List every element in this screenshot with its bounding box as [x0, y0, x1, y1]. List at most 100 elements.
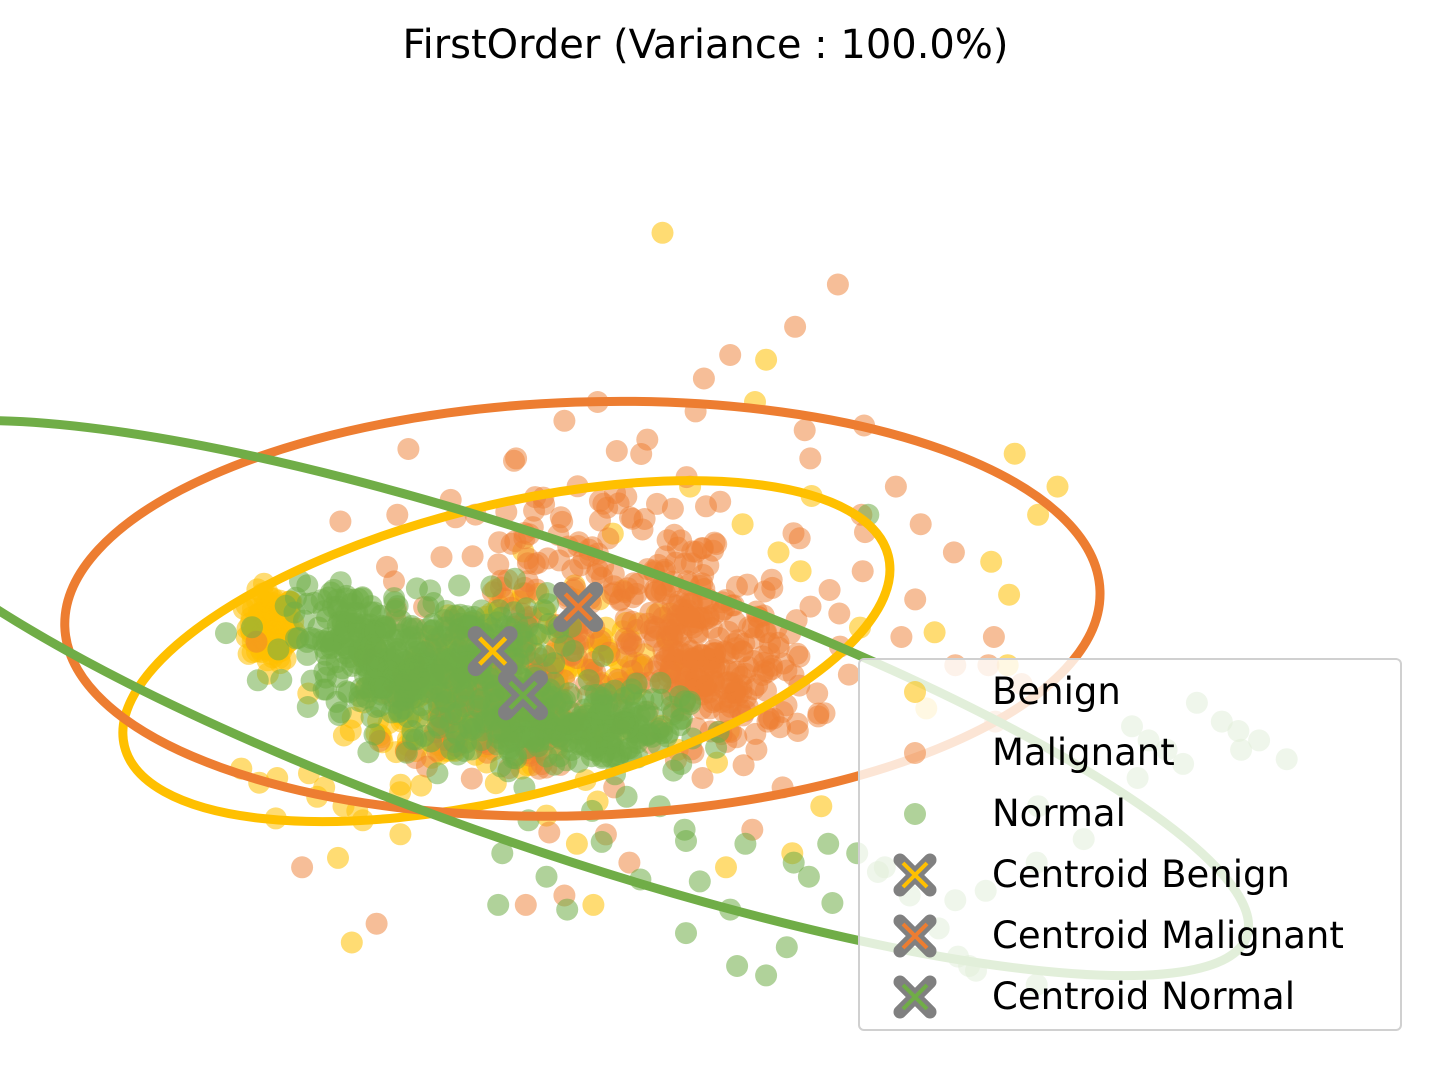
normal-cluster-point: [480, 575, 503, 598]
normal-cluster-point: [543, 652, 566, 675]
benign-point: [565, 832, 588, 855]
malignant-cluster-point: [589, 509, 611, 532]
malignant-cluster-point: [697, 605, 720, 628]
normal-cluster-point: [363, 723, 386, 746]
normal-point: [688, 870, 711, 893]
legend-item-centroid-normal: Centroid Normal: [860, 967, 1400, 1027]
normal-cluster-point: [470, 599, 493, 622]
malignant-cluster-point: [614, 608, 637, 630]
benign-point: [810, 795, 833, 818]
normal-cluster-point: [370, 676, 393, 699]
malignant-point: [691, 767, 714, 789]
malignant-cluster-point: [523, 553, 546, 576]
normal-cluster-point: [662, 759, 685, 782]
normal-cluster-point: [339, 646, 361, 668]
malignant-cluster-point: [732, 754, 755, 777]
benign-point: [998, 583, 1021, 606]
malignant-cluster-point: [460, 767, 483, 790]
normal-point: [615, 785, 638, 808]
normal-cluster-point: [620, 678, 643, 701]
normal-cluster-point: [373, 639, 396, 662]
normal-cluster-point: [453, 695, 476, 718]
malignant-point: [365, 912, 388, 935]
normal-point: [447, 743, 470, 766]
malignant-point: [942, 541, 965, 564]
malignant-point: [291, 856, 314, 879]
normal-cluster-point: [405, 577, 428, 600]
normal-cluster-point: [314, 678, 337, 701]
normal-point: [821, 892, 844, 914]
malignant-point: [719, 344, 742, 366]
malignant-cluster-point: [708, 656, 731, 678]
malignant-cluster-point: [695, 495, 717, 518]
normal-point: [491, 842, 514, 865]
normal-cluster-point: [669, 708, 692, 731]
normal-point: [782, 851, 805, 874]
legend-label-normal: Normal: [992, 792, 1126, 835]
malignant-cluster-point: [725, 575, 748, 598]
normal-cluster-point: [246, 669, 269, 692]
normal-cluster-point: [395, 741, 418, 764]
benign-cluster-point: [410, 774, 433, 797]
normal-point: [726, 955, 749, 977]
malignant-cluster-point: [646, 492, 668, 515]
benign-point: [1027, 503, 1050, 526]
malignant-point: [818, 579, 841, 601]
malignant-point: [799, 447, 822, 470]
normal-cluster-point: [270, 668, 293, 691]
benign-point: [767, 541, 790, 564]
legend-label-malignant: Malignant: [992, 731, 1175, 774]
benign-point: [1046, 475, 1069, 498]
benign-point: [755, 348, 778, 371]
legend-label-centroid-normal: Centroid Normal: [992, 975, 1295, 1018]
normal-cluster-point: [283, 601, 306, 624]
normal-cluster-point: [296, 574, 319, 597]
malignant-cluster-point: [719, 695, 742, 718]
normal-point: [817, 832, 840, 855]
legend-item-malignant: Malignant: [860, 723, 1400, 783]
normal-point: [487, 893, 510, 916]
legend-marker-centroid-malignant: [893, 914, 937, 958]
malignant-cluster-point: [605, 440, 628, 462]
legend-item-benign: Benign: [860, 662, 1400, 722]
normal-cluster-point: [497, 760, 520, 783]
normal-point: [387, 701, 410, 724]
normal-cluster-point: [446, 723, 469, 746]
normal-cluster-point: [417, 596, 440, 619]
malignant-cluster-point: [697, 554, 720, 577]
malignant-cluster-point: [504, 530, 527, 553]
normal-cluster-point: [614, 707, 637, 730]
benign-point: [789, 560, 812, 583]
benign-point: [923, 621, 946, 644]
benign-point: [582, 893, 605, 916]
normal-point: [411, 677, 434, 700]
normal-cluster-point: [649, 671, 672, 694]
malignant-cluster-point: [615, 485, 638, 508]
normal-point: [675, 922, 697, 945]
malignant-point: [430, 546, 453, 569]
legend-item-centroid-malignant: Centroid Malignant: [860, 906, 1400, 966]
legend-marker-centroid-benign: [893, 853, 937, 897]
benign-point: [731, 513, 754, 536]
malignant-point: [851, 560, 874, 583]
malignant-point: [837, 663, 860, 686]
normal-cluster-point: [335, 587, 358, 610]
legend: Benign Malignant Normal Centroid Benign …: [858, 658, 1402, 1031]
centroid-benign-marker: [467, 626, 518, 677]
normal-cluster-point: [651, 715, 674, 738]
malignant-cluster-point: [677, 605, 700, 628]
normal-cluster-point: [287, 627, 310, 649]
normal-cluster-point: [705, 736, 728, 759]
legend-marker-benign: [904, 681, 926, 703]
benign-cluster-point: [258, 598, 281, 621]
legend-item-normal: Normal: [860, 784, 1400, 844]
malignant-cluster-point: [751, 645, 774, 668]
legend-marker-centroid-normal: [893, 975, 937, 1019]
normal-point: [734, 832, 757, 855]
legend-label-centroid-benign: Centroid Benign: [992, 853, 1290, 896]
normal-point: [755, 964, 778, 987]
benign-point: [1003, 442, 1026, 465]
malignant-point: [904, 588, 927, 611]
normal-cluster-point: [535, 745, 558, 768]
malignant-cluster-point: [376, 555, 398, 578]
